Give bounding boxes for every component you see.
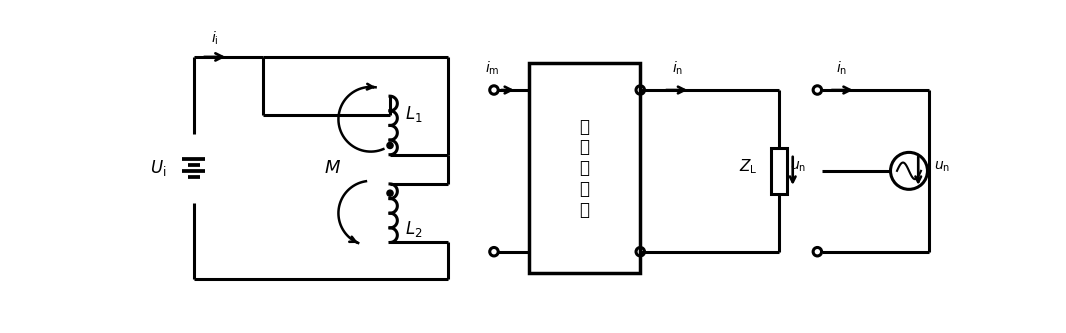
Bar (771, 148, 787, 194)
Text: $Z_{\rm L}$: $Z_{\rm L}$ (739, 158, 757, 176)
Text: $i_{\rm m}$: $i_{\rm m}$ (485, 60, 500, 77)
Text: $u_{\rm n}$: $u_{\rm n}$ (790, 160, 807, 174)
Text: $i_{\rm n}$: $i_{\rm n}$ (672, 60, 683, 77)
Text: $L_1$: $L_1$ (405, 104, 423, 124)
Text: $M$: $M$ (324, 159, 341, 177)
Bar (529, 63, 641, 273)
Text: $i_{\rm i}$: $i_{\rm i}$ (211, 30, 219, 47)
Text: $U_{\rm i}$: $U_{\rm i}$ (150, 158, 166, 178)
Text: 单
相
滤
波
器: 单 相 滤 波 器 (580, 118, 589, 219)
Circle shape (387, 190, 393, 196)
Text: $u_{\rm n}$: $u_{\rm n}$ (934, 160, 950, 174)
Text: $i_{\rm n}$: $i_{\rm n}$ (837, 60, 847, 77)
Text: $L_2$: $L_2$ (405, 219, 423, 239)
Circle shape (387, 143, 393, 149)
